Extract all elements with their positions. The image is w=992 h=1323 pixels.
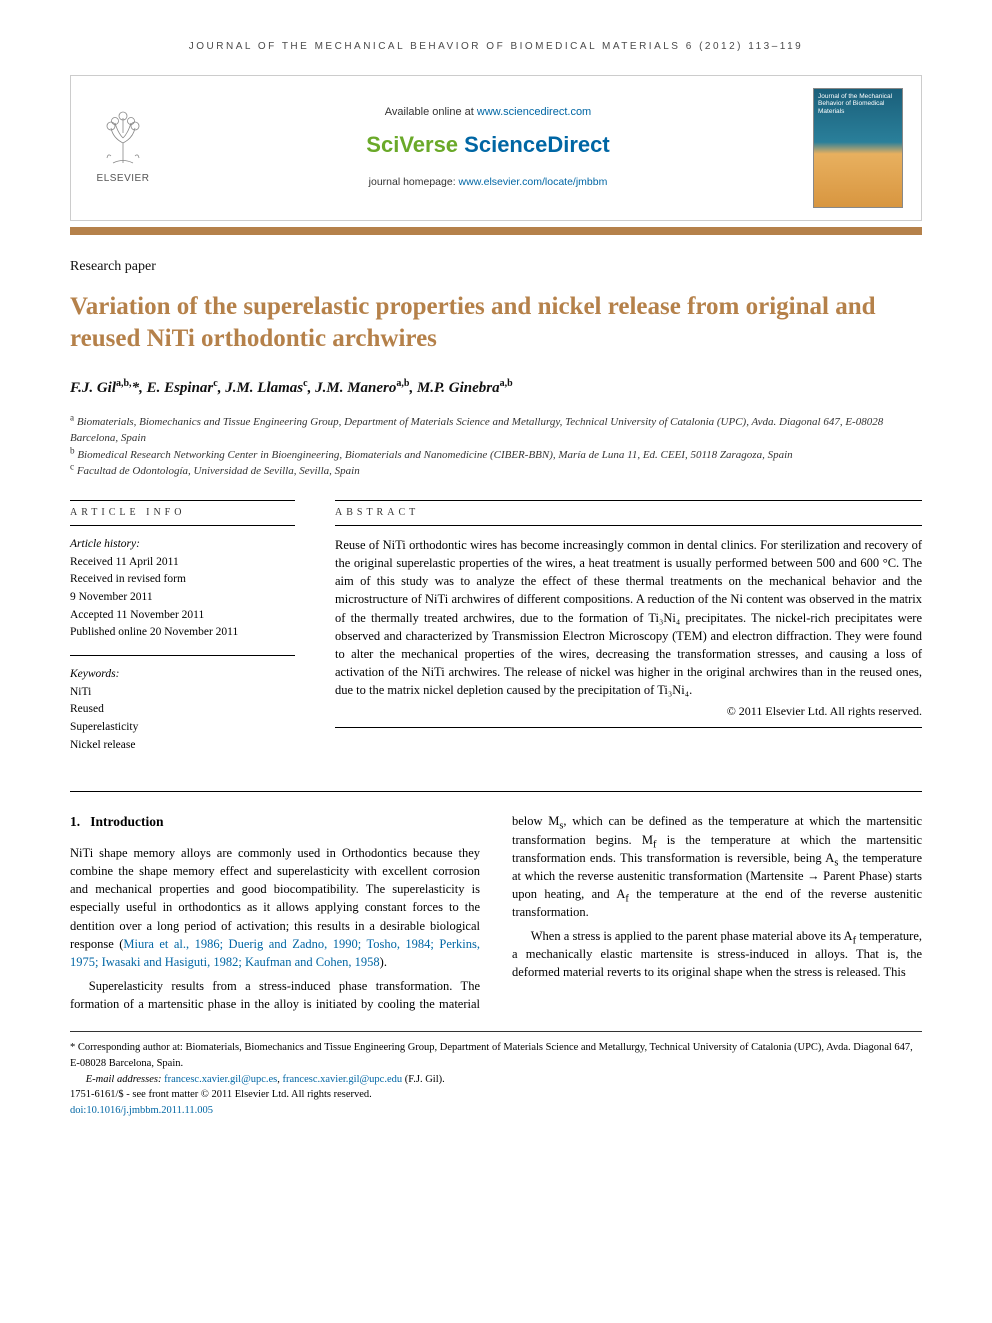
banner-center: Available online at www.sciencedirect.co… [163,105,813,190]
abstract-text: Reuse of NiTi orthodontic wires has beco… [335,536,922,699]
abstract-heading: ABSTRACT [335,500,922,527]
abstract-column: ABSTRACT Reuse of NiTi orthodontic wires… [335,500,922,768]
email-link[interactable]: francesc.xavier.gil@upc.edu [283,1074,403,1085]
keywords-block: Keywords: NiTi Reused Superelasticity Ni… [70,666,295,753]
keywords-label: Keywords: [70,666,295,683]
history-item: Received in revised form [70,571,295,588]
article-info-column: ARTICLE INFO Article history: Received 1… [70,500,295,768]
citation-link[interactable]: Miura et al., 1986; Duerig and Zadno, 19… [70,937,480,969]
elsevier-tree-icon [93,108,153,168]
history-item: 9 November 2011 [70,589,295,606]
authors-list: F.J. Gila,b,*, E. Espinarc, J.M. Llamasc… [70,378,922,400]
elsevier-wordmark: ELSEVIER [83,172,163,187]
history-item: Accepted 11 November 2011 [70,607,295,624]
keyword: Superelasticity [70,719,295,736]
affiliation-a: a Biomaterials, Biomechanics and Tissue … [70,414,922,447]
affiliation-b: b Biomedical Research Networking Center … [70,447,922,464]
article-history-block: Article history: Received 11 April 2011 … [70,536,295,641]
corresponding-author: * Corresponding author at: Biomaterials,… [70,1040,922,1072]
section-divider [70,791,922,792]
page-footer: * Corresponding author at: Biomaterials,… [70,1031,922,1119]
affiliations: a Biomaterials, Biomechanics and Tissue … [70,414,922,480]
journal-cover-thumbnail: Journal of the Mechanical Behavior of Bi… [813,88,903,208]
section-heading: 1. Introduction [70,812,480,832]
history-label: Article history: [70,536,295,553]
journal-running-header: JOURNAL OF THE MECHANICAL BEHAVIOR OF BI… [70,40,922,55]
body-paragraph: When a stress is applied to the parent p… [512,927,922,981]
email-line: E-mail addresses: francesc.xavier.gil@up… [70,1072,922,1088]
article-info-heading: ARTICLE INFO [70,500,295,527]
article-type: Research paper [70,257,922,277]
elsevier-logo: ELSEVIER [83,108,163,187]
accent-bar [70,227,922,235]
available-text: Available online at [385,106,477,118]
journal-homepage-url[interactable]: www.elsevier.com/locate/jmbbm [459,176,608,188]
history-item: Published online 20 November 2011 [70,624,295,641]
keyword: Nickel release [70,737,295,754]
sciencedirect-url[interactable]: www.sciencedirect.com [477,106,591,118]
journal-homepage-line: journal homepage: www.elsevier.com/locat… [173,175,803,190]
homepage-label: journal homepage: [369,176,459,188]
available-online-line: Available online at www.sciencedirect.co… [173,105,803,121]
abstract-copyright: © 2011 Elsevier Ltd. All rights reserved… [335,703,922,720]
doi-line: doi:10.1016/j.jmbbm.2011.11.005 [70,1103,922,1119]
sciverse-logo: SciVerse ScienceDirect [173,129,803,161]
keyword: NiTi [70,684,295,701]
article-title: Variation of the superelastic properties… [70,291,922,356]
email-link[interactable]: francesc.xavier.gil@upc.es [164,1074,277,1085]
sciencedirect-word: ScienceDirect [464,132,610,157]
cover-title-text: Journal of the Mechanical Behavior of Bi… [818,93,898,116]
keyword: Reused [70,701,295,718]
article-body: 1. Introduction NiTi shape memory alloys… [70,812,922,1013]
issn-line: 1751-6161/$ - see front matter © 2011 El… [70,1087,922,1103]
history-item: Received 11 April 2011 [70,554,295,571]
affiliation-c: c Facultad de Odontología, Universidad d… [70,463,922,480]
publisher-banner: ELSEVIER Available online at www.science… [70,75,922,221]
body-paragraph: NiTi shape memory alloys are commonly us… [70,844,480,971]
article-info-abstract-row: ARTICLE INFO Article history: Received 1… [70,500,922,768]
doi-link[interactable]: 10.1016/j.jmbbm.2011.11.005 [86,1105,213,1116]
sciverse-word: SciVerse [366,132,464,157]
